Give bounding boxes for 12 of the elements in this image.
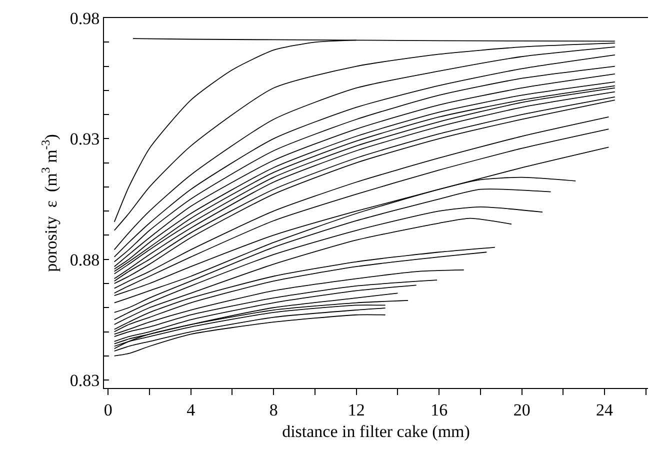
x-tick-label: 4	[186, 400, 196, 420]
x-tick-label: 12	[348, 400, 365, 420]
y-tick-label: 0.88	[70, 250, 100, 270]
x-tick-label: 0	[104, 400, 112, 420]
x-tick-label: 8	[269, 400, 278, 420]
y-tick-label: 0.98	[70, 8, 100, 28]
x-tick-label: 24	[596, 400, 614, 420]
x-tick-label: 16	[430, 400, 448, 420]
x-tick-label: 20	[513, 400, 530, 420]
x-axis-title: distance in filter cake (mm)	[282, 422, 470, 441]
y-tick-label: 0.93	[70, 130, 100, 149]
y-tick-label: 0.83	[70, 370, 100, 390]
